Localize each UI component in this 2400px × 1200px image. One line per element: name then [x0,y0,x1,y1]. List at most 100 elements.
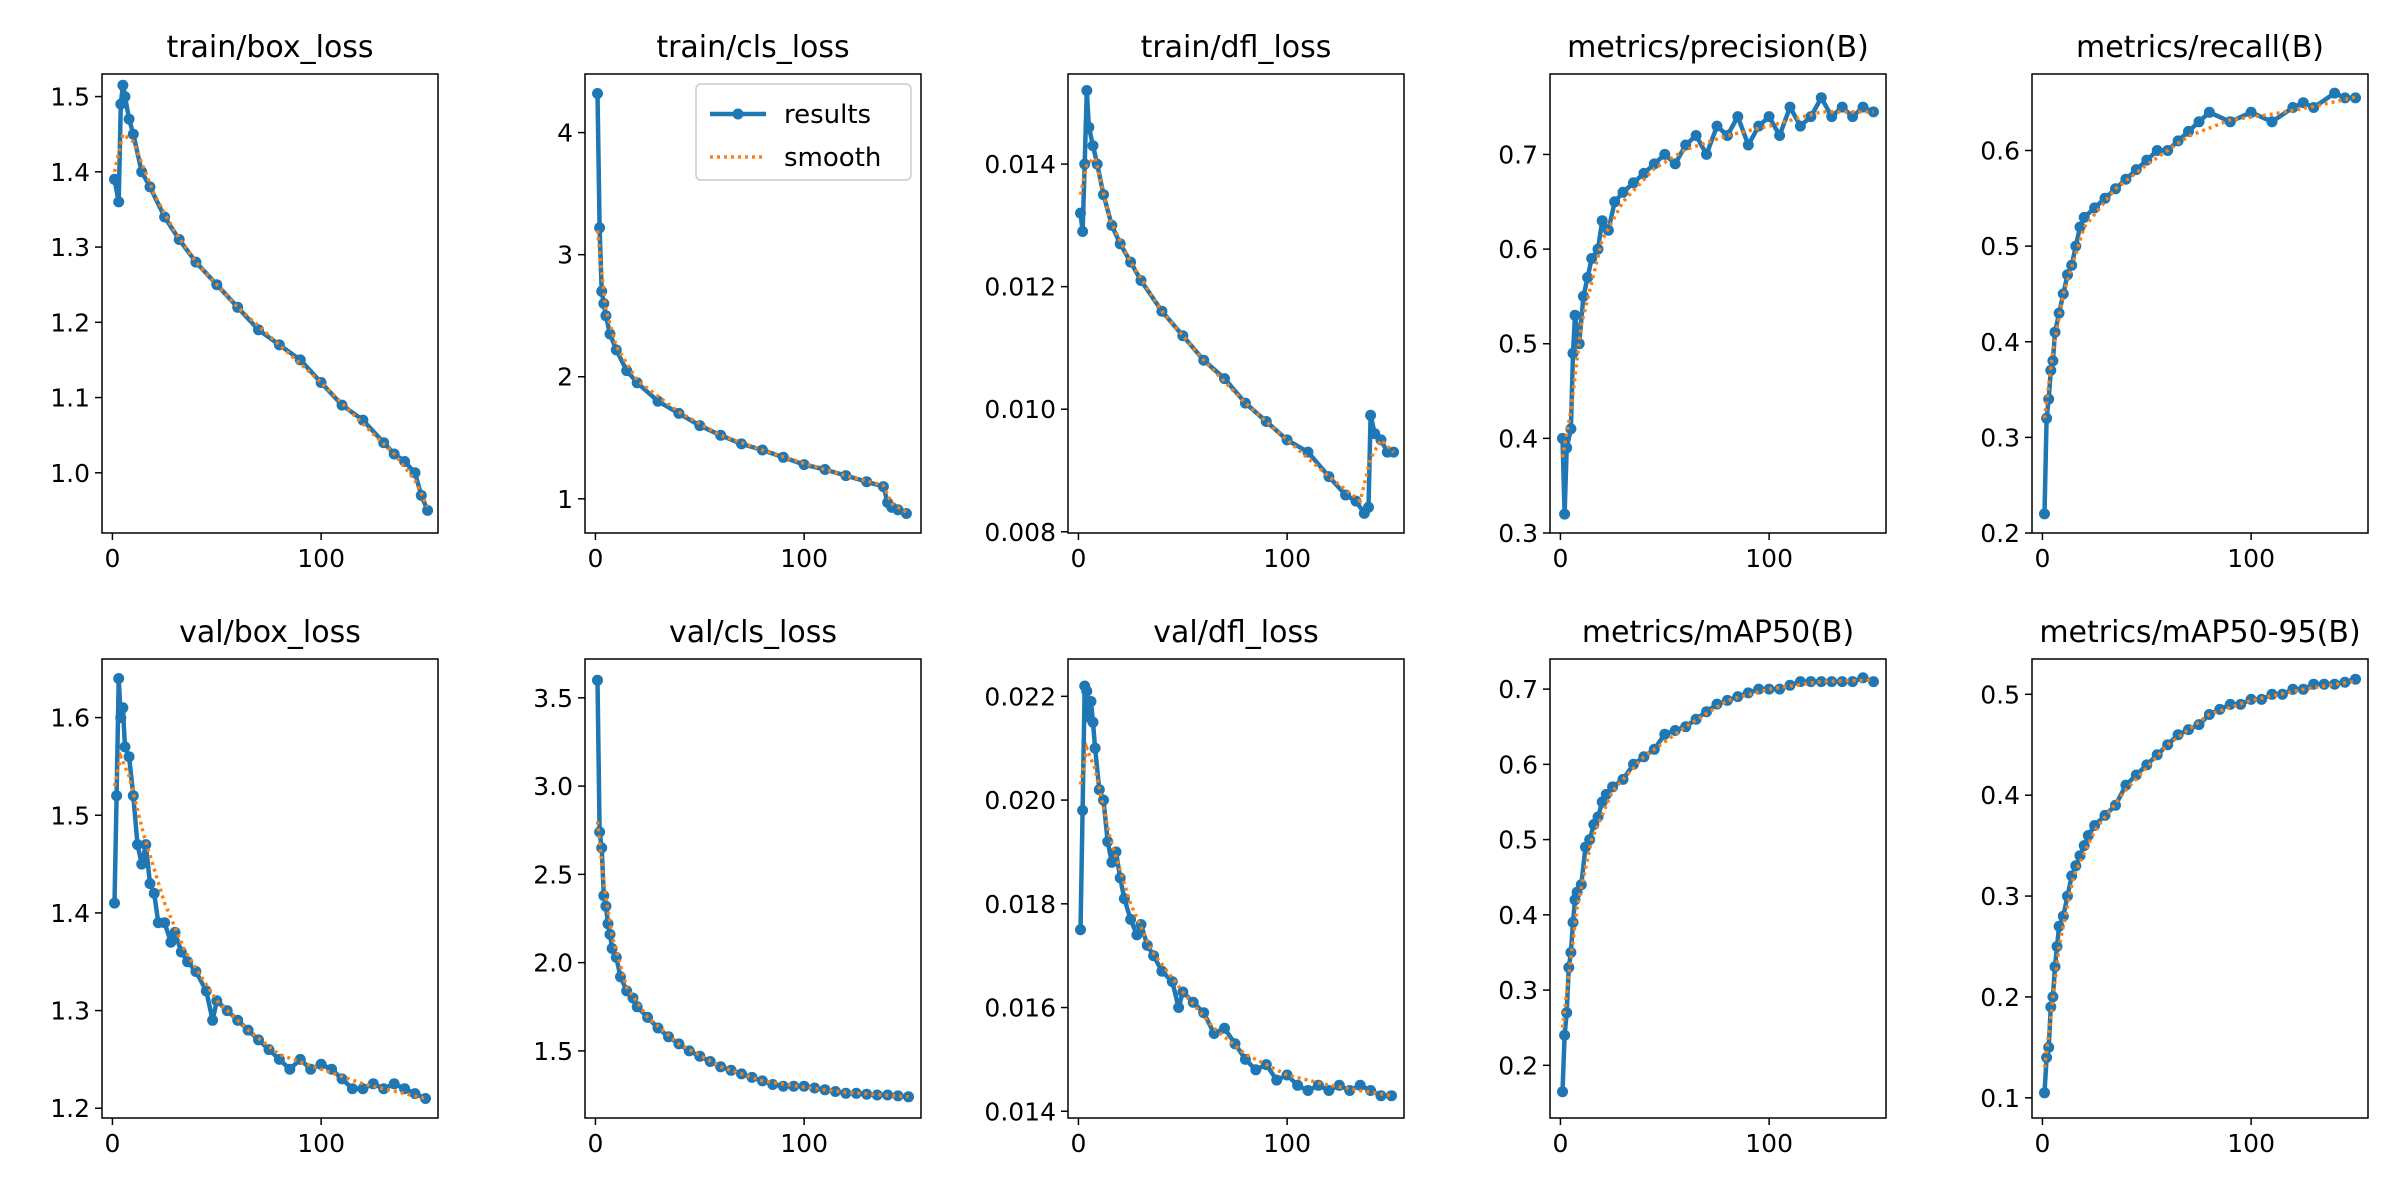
results-point [409,1088,421,1100]
results-point [1763,111,1775,123]
results-point [1784,101,1796,113]
results-point [2041,412,2053,424]
results-point [1774,130,1786,141]
results-point [1826,111,1838,123]
x-tick-label: 0 [2034,544,2050,573]
smooth-line [1078,741,1392,1098]
x-tick-label: 100 [2227,544,2275,573]
results-point [305,1063,317,1075]
y-tick-label: 0.2 [1498,1051,1538,1080]
y-tick-label: 0.5 [1498,330,1538,359]
legend-label-smooth: smooth [784,143,881,173]
results-point [1102,836,1114,848]
results-point [127,128,139,140]
results-point [819,464,831,475]
results-point [207,1014,219,1026]
results-point [117,79,129,91]
x-tick-label: 100 [1263,544,1311,573]
y-tick-label: 0.6 [1980,137,2020,166]
results-point [1198,1007,1210,1019]
results-point [1557,1086,1568,1098]
results-point [1375,434,1387,446]
y-tick-label: 0.6 [1498,750,1538,779]
smooth-line [595,821,909,1099]
results-point [123,751,135,763]
results-point [1166,976,1178,988]
results-point [132,839,143,851]
panel-metrics-map50-b: metrics/mAP50(B) 0 100 0.2 0.3 0.4 0.5 0.6 0.7 [1498,615,1887,1158]
y-tick-label: 1.0 [50,459,90,488]
results-point [1711,698,1723,710]
results-point [1690,130,1702,141]
panel-val-box-loss: val/box_loss 0 100 1.2 1.3 1.4 1.5 1.6 [50,615,439,1158]
y-tick-label: 3.5 [533,684,573,713]
panel-val-cls-loss: val/cls_loss 0 100 1.5 2.0 2.5 3.0 3.5 [533,615,922,1158]
panel-train-cls-loss: train/cls_loss 0 100 1 2 3 4 [557,30,922,573]
smooth-line [2042,679,2356,1068]
results-point [1567,347,1579,359]
results-point [109,897,120,909]
results-point [159,211,171,223]
results-point [2082,830,2094,841]
results-point [148,887,160,899]
y-tick-label: 2.5 [533,860,573,889]
results-point [1281,434,1293,446]
results-point [1561,1007,1573,1019]
y-tick-label: 0.5 [1980,680,2020,709]
results-point [1567,916,1579,928]
results-point [284,1063,296,1075]
results-point [900,508,912,519]
results-point [1292,1079,1304,1091]
y-tick-label: 1 [557,485,573,514]
y-tick-label: 1.2 [50,1094,90,1123]
y-tick-label: 1.6 [50,704,90,733]
results-point [399,456,411,467]
results-point [592,88,603,99]
x-tick-label: 100 [1745,1129,1793,1158]
results-point [111,790,123,802]
results-point [1083,121,1095,133]
panel-metrics-precision-b: metrics/precision(B) 0 100 0.3 0.4 0.5 0.6 0.7 [1498,30,1887,573]
x-tick-label: 100 [297,1129,345,1158]
y-tick-label: 0.6 [1498,235,1538,264]
y-tick-label: 1.5 [50,801,90,830]
results-point [1711,120,1723,132]
results-point [592,674,603,686]
results-point [1836,676,1848,688]
x-tick-label: 0 [1070,544,1086,573]
y-tick-label: 0.018 [984,890,1056,919]
results-point [809,1082,821,1094]
results-point [109,173,120,185]
results-point [777,1080,789,1092]
results-point [1609,196,1621,208]
results-point [357,414,369,426]
results-point [1680,721,1692,733]
y-tick-label: 0.012 [984,273,1056,302]
y-tick-label: 1.3 [50,233,90,262]
results-point [1177,330,1189,342]
results-point [2297,97,2309,109]
y-tick-label: 0.4 [1498,901,1538,930]
axes-frame [2031,73,2369,534]
x-tick-label: 0 [587,544,603,573]
panel-title: val/dfl_loss [1153,615,1318,650]
results-point [1586,253,1598,264]
results-point [1559,1029,1571,1041]
smooth-line [112,750,426,1101]
results-point [2287,102,2299,113]
results-point [663,1031,674,1043]
panel-train-box-loss: train/box_loss 0 100 1.0 1.1 1.2 1.3 1.4 1.5 [50,30,439,573]
results-point [1323,471,1335,483]
y-tick-label: 2 [557,363,573,392]
y-tick-label: 1.5 [533,1037,573,1066]
results-point [2070,860,2082,872]
results-point [119,91,131,103]
results-point [1271,1074,1283,1086]
results-point [115,712,127,724]
y-tick-label: 1.3 [50,997,90,1026]
results-point [1173,1002,1185,1013]
results-point [1208,1028,1220,1039]
results-point [2193,116,2205,128]
results-point [1281,1069,1293,1081]
results-point [422,504,434,516]
